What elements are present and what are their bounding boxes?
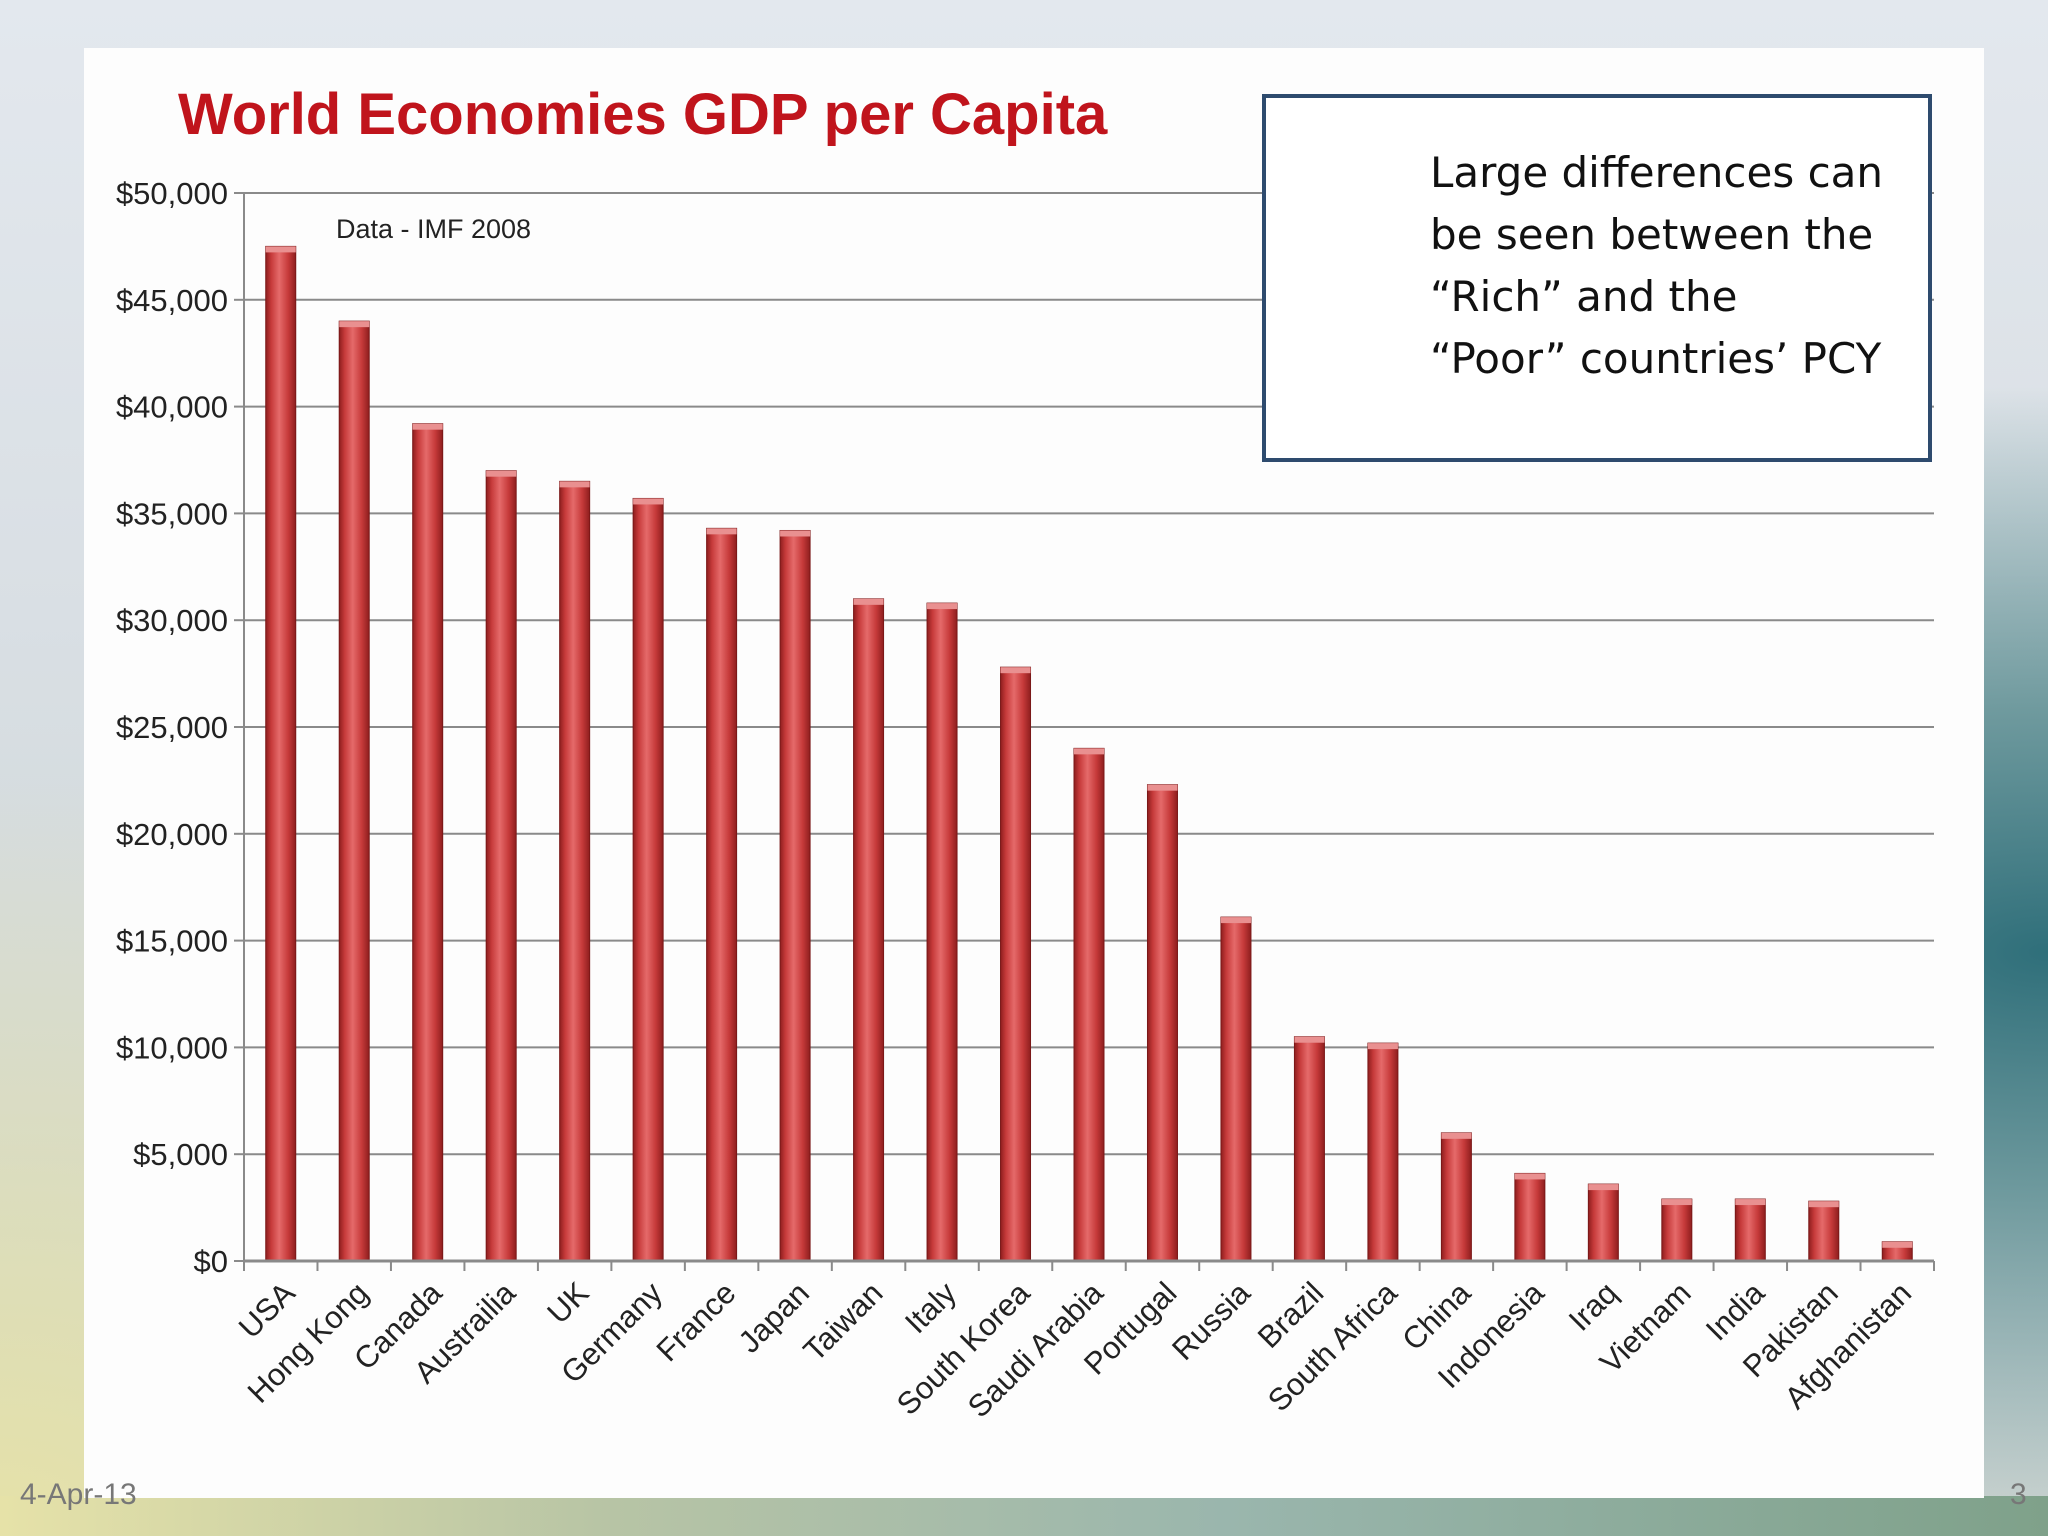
chart-title: World Economies GDP per Capita [178, 82, 1108, 147]
callout-line: “Poor” countries’ PCY [1430, 334, 1882, 383]
bar-cap [486, 470, 517, 477]
bar [1367, 1042, 1399, 1262]
y-tick-label: $15,000 [116, 924, 228, 959]
bar [1220, 916, 1252, 1262]
bar-cap [633, 498, 664, 505]
y-tick-label: $30,000 [116, 603, 228, 638]
y-tick-label: $45,000 [116, 283, 228, 318]
bar-cap [1074, 748, 1104, 755]
bar-cap [339, 321, 370, 328]
callout-line: be seen between the [1430, 210, 1874, 259]
y-tick-label: $20,000 [116, 817, 228, 852]
slide-number: 3 [2010, 1478, 2027, 1511]
bar-cap [1661, 1199, 1692, 1206]
bar [1808, 1200, 1840, 1262]
bar [485, 470, 517, 1262]
bar [1073, 747, 1105, 1262]
bar [1734, 1198, 1766, 1262]
bar-cap [706, 528, 737, 535]
bar [632, 497, 664, 1262]
y-tick-labels: $0 $5,000 $10,000 $15,000 $20,000 $25,000 $30,… [116, 176, 228, 1279]
bar [1440, 1132, 1472, 1262]
x-tick-label: Taiwan [797, 1275, 890, 1368]
y-tick-label: $0 [194, 1244, 228, 1279]
bar-cap [780, 530, 811, 537]
chart-annotation: Data - IMF 2008 [336, 214, 531, 244]
bar-cap [412, 423, 443, 430]
bar [1146, 784, 1178, 1262]
x-tick-label: Iraq [1562, 1275, 1625, 1338]
bar-cap [265, 246, 296, 253]
bar [1661, 1198, 1693, 1262]
bar-cap [1882, 1241, 1913, 1248]
bar-cap [1147, 784, 1178, 791]
y-tick-label: $5,000 [133, 1137, 228, 1172]
bar-cap [1514, 1173, 1545, 1180]
bar [412, 423, 444, 1262]
bar [1514, 1172, 1546, 1262]
bar [265, 245, 297, 1262]
bar [853, 598, 885, 1262]
callout-text: Large differences can be seen between th… [1430, 142, 1930, 390]
callout-line: Large differences can [1430, 148, 1884, 197]
bars [265, 245, 1913, 1262]
bar [926, 602, 958, 1262]
bar [338, 320, 370, 1262]
y-tick-label: $50,000 [116, 176, 228, 211]
y-tick-label: $25,000 [116, 710, 228, 745]
axes [234, 192, 1935, 1271]
bar-cap [1735, 1199, 1766, 1206]
bar-cap [1588, 1184, 1619, 1191]
bar-cap [1000, 667, 1031, 674]
x-tick-label: Russia [1165, 1275, 1257, 1367]
bar-cap [1294, 1036, 1325, 1043]
bar [559, 480, 591, 1262]
y-tick-label: $10,000 [116, 1030, 228, 1065]
y-tick-label: $35,000 [116, 496, 228, 531]
bar [706, 527, 738, 1262]
bar [1587, 1183, 1619, 1262]
y-tick-label: $40,000 [116, 390, 228, 425]
bar-cap [1441, 1132, 1472, 1139]
bar-cap [927, 603, 958, 610]
bar-cap [1367, 1043, 1398, 1050]
bar-cap [853, 598, 884, 605]
bar-cap [1808, 1201, 1839, 1208]
x-tick-label: Italy [898, 1275, 963, 1340]
bar [1000, 666, 1032, 1262]
bar [1293, 1036, 1325, 1262]
x-tick-label: France [650, 1275, 743, 1368]
callout-line: “Rich” and the [1430, 272, 1738, 321]
bar-cap [1220, 917, 1251, 924]
callout-box: Large differences can be seen between th… [1262, 94, 1932, 462]
bar [779, 529, 811, 1262]
slide-date: 4-Apr-13 [20, 1478, 137, 1511]
x-tick-label: UK [540, 1275, 595, 1330]
bar-cap [559, 481, 590, 488]
